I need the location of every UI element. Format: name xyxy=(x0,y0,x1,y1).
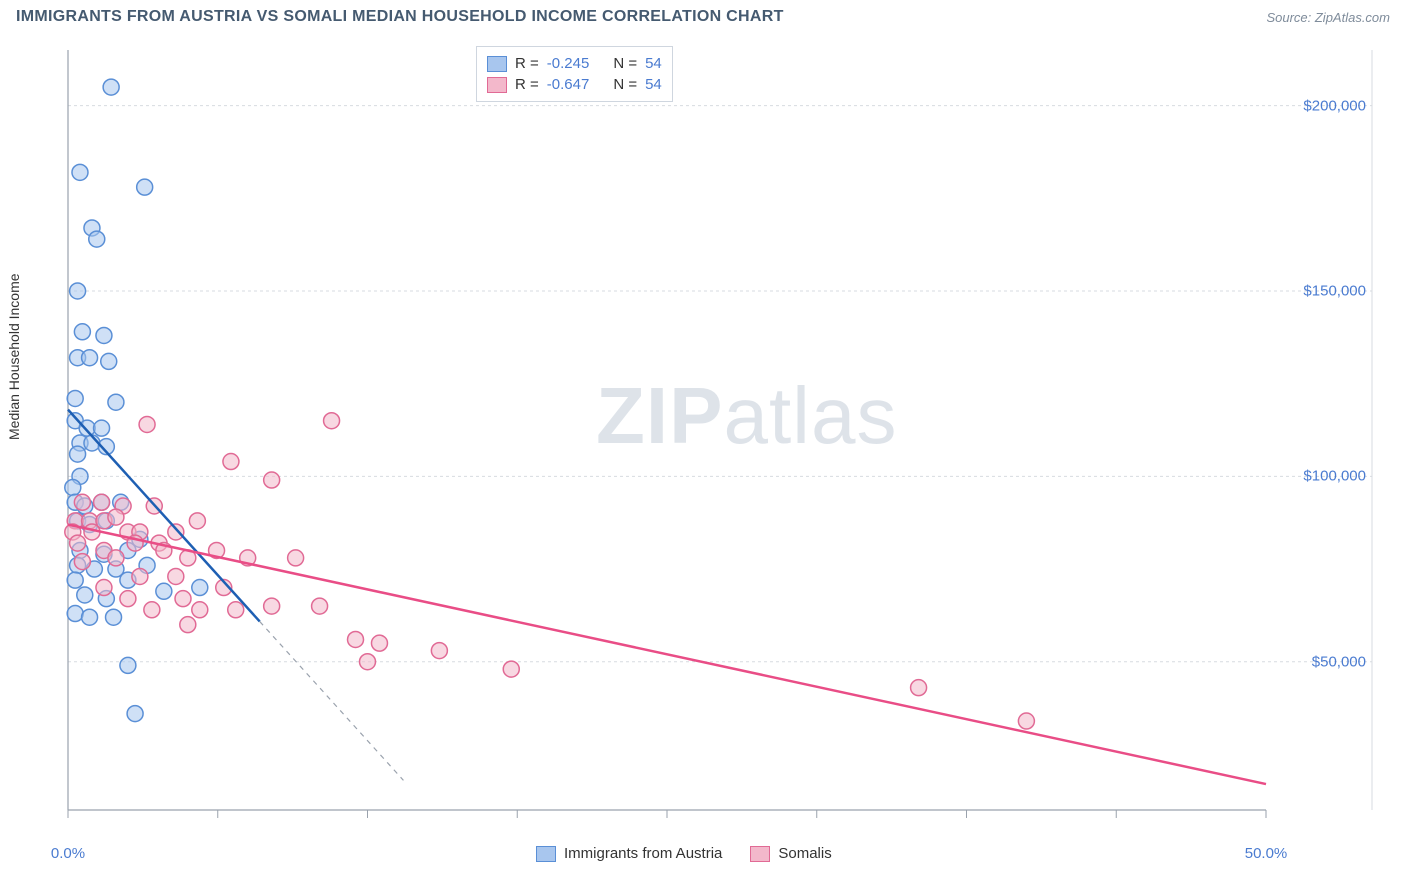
n-label: N = xyxy=(613,76,637,93)
legend-label-somalis: Somalis xyxy=(778,845,831,862)
y-tick-label: $50,000 xyxy=(1312,653,1366,670)
swatch-somalis xyxy=(487,77,507,93)
y-axis-label: Median Household Income xyxy=(6,273,22,440)
legend-item-somalis: Somalis xyxy=(750,845,831,862)
y-tick-label: $200,000 xyxy=(1303,97,1366,114)
watermark: ZIPatlas xyxy=(596,370,897,462)
source-attribution: Source: ZipAtlas.com xyxy=(1266,10,1390,25)
swatch-austria xyxy=(487,56,507,72)
chart-header: IMMIGRANTS FROM AUSTRIA VS SOMALI MEDIAN… xyxy=(0,0,1406,30)
r-value-somalis: -0.647 xyxy=(547,76,590,93)
n-value-somalis: 54 xyxy=(645,76,662,93)
plot-area: ZIPatlas R = -0.245 N = 54 R = -0.647 N … xyxy=(56,40,1376,840)
r-label: R = xyxy=(515,76,539,93)
swatch-somalis-bottom xyxy=(750,846,770,862)
legend-row-austria: R = -0.245 N = 54 xyxy=(487,53,662,74)
source-name: ZipAtlas.com xyxy=(1315,10,1390,25)
r-value-austria: -0.245 xyxy=(547,55,590,72)
source-prefix: Source: xyxy=(1266,10,1314,25)
chart-container: Median Household Income ZIPatlas R = -0.… xyxy=(16,40,1390,880)
y-tick-label: $100,000 xyxy=(1303,468,1366,485)
r-label: R = xyxy=(515,55,539,72)
chart-title: IMMIGRANTS FROM AUSTRIA VS SOMALI MEDIAN… xyxy=(16,8,784,26)
legend-label-austria: Immigrants from Austria xyxy=(564,845,722,862)
legend-correlation: R = -0.245 N = 54 R = -0.647 N = 54 xyxy=(476,46,673,102)
x-tick-label: 0.0% xyxy=(51,845,85,862)
legend-item-austria: Immigrants from Austria xyxy=(536,845,722,862)
swatch-austria-bottom xyxy=(536,846,556,862)
x-tick-label: 50.0% xyxy=(1245,845,1288,862)
n-value-austria: 54 xyxy=(645,55,662,72)
legend-series: Immigrants from Austria Somalis xyxy=(536,845,832,862)
n-label: N = xyxy=(613,55,637,72)
legend-row-somalis: R = -0.647 N = 54 xyxy=(487,74,662,95)
y-tick-label: $150,000 xyxy=(1303,282,1366,299)
